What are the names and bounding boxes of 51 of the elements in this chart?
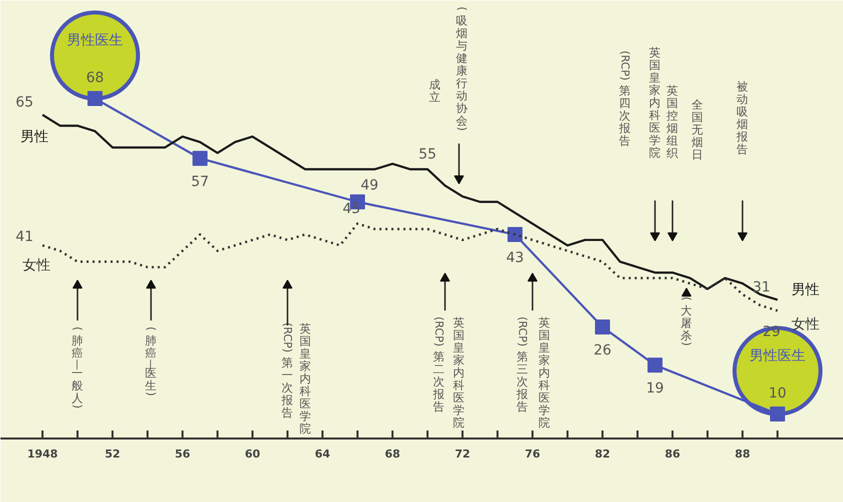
data-label: 41 — [16, 228, 34, 245]
series-label: 男性 — [20, 128, 48, 145]
text: (吸烟与健康行动协会) — [456, 6, 468, 131]
x-tick-label: 56 — [174, 448, 190, 460]
text: 英国皇家内科医学院 — [453, 316, 465, 430]
data-label: 49 — [360, 177, 378, 194]
annotation: 成立 — [429, 78, 441, 104]
data-label: 31 — [752, 279, 770, 296]
data-label: 26 — [594, 342, 612, 358]
data-label: 19 — [646, 380, 664, 397]
series-label: 女性 — [22, 257, 50, 274]
text: 男性 — [792, 282, 820, 298]
x-tick-label: 72 — [454, 448, 470, 460]
data-label: 55 — [418, 146, 436, 163]
point — [192, 150, 208, 166]
text: 男性医生 — [750, 348, 806, 364]
x-tick-label: 76 — [524, 448, 540, 460]
data-label: 68 — [86, 70, 104, 86]
point — [770, 406, 785, 422]
text: 英国皇家内科医学院 — [649, 46, 661, 160]
point — [88, 91, 102, 106]
point — [508, 227, 522, 242]
data-label: 10 — [768, 386, 786, 402]
point — [595, 319, 610, 334]
annotation: (RCP)第四次报告 — [618, 50, 632, 148]
annotation: (肺癌—医生) — [144, 326, 158, 396]
x-tick-label: 52 — [104, 448, 120, 460]
text: 女性 — [792, 316, 820, 333]
annotation: 全国无烟日 — [692, 98, 704, 162]
x-tick-label: 60 — [244, 448, 260, 460]
annotation: (RCP)第三次报告 — [516, 316, 529, 414]
annotation: 被动吸烟报告 — [736, 80, 748, 156]
x-tick-label: 68 — [384, 448, 400, 460]
annotation: 英国控烟组织 — [666, 84, 678, 160]
data-label: 45 — [342, 201, 360, 218]
annotation: (RCP)第二次报告 — [432, 316, 446, 414]
x-tick-label: 88 — [734, 448, 750, 460]
text: 男性医生 — [67, 32, 123, 49]
data-label: 57 — [191, 174, 209, 190]
annotation: (肺癌—一般人) — [71, 326, 84, 408]
text: 英国皇家内科医学院 — [538, 316, 550, 430]
annotation: (RCP)第一次报告 — [280, 322, 294, 420]
x-tick-label: 64 — [314, 448, 330, 460]
x-tick-label: 1948 — [27, 448, 58, 460]
data-label: 43 — [506, 250, 524, 266]
text: 英国皇家内科医学院 — [300, 322, 312, 436]
data-label: 65 — [16, 94, 34, 110]
x-tick-label: 86 — [664, 448, 680, 460]
x-tick-label: 82 — [594, 448, 610, 460]
annotation: (大屠杀) — [680, 296, 693, 346]
point — [648, 358, 662, 373]
